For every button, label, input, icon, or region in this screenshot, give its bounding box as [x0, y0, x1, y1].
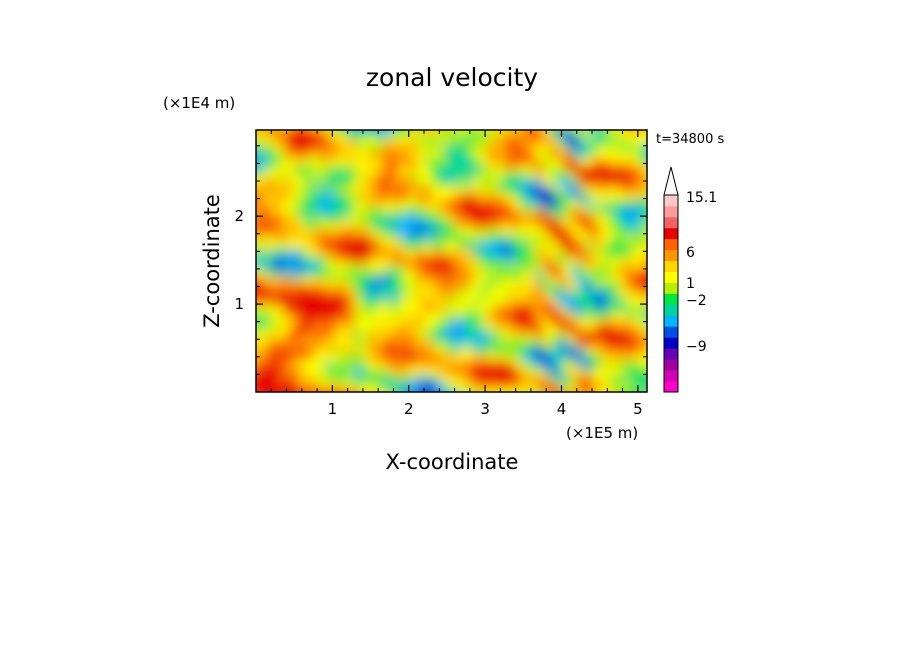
colorbar-label: 1: [686, 276, 695, 292]
colorbar-swatch: [664, 216, 678, 229]
colorbar-swatch: [664, 348, 678, 360]
colorbar-swatch: [664, 359, 678, 371]
colorbar-swatch: [664, 260, 678, 273]
plot-frame: [255, 129, 648, 393]
colorbar-label: 15.1: [686, 190, 717, 206]
x-tick-label: 1: [328, 400, 338, 418]
colorbar-extend-arrow: [663, 166, 679, 196]
x-tick-label: 4: [557, 400, 567, 418]
x-tick-label: 5: [633, 400, 643, 418]
y-axis: 12: [234, 145, 647, 375]
time-label: t=34800 s: [656, 132, 724, 147]
x-axis: 1 2 3 4 5: [270, 130, 643, 418]
y-axis-label: Z-coordinate: [200, 194, 224, 328]
colorbar-swatch: [664, 381, 678, 393]
colorbar-frame: [663, 194, 679, 393]
colorbar-swatch: [664, 293, 678, 305]
colorbar-swatch: [664, 271, 678, 283]
colorbar-label: 6: [686, 245, 695, 261]
colorbar-swatch: [664, 304, 678, 316]
velocity-field: [256, 130, 647, 392]
x-tick-label: 2: [404, 400, 414, 418]
x-scale-label: (×1E5 m): [566, 424, 638, 442]
colorbar-label: −9: [686, 339, 707, 355]
colorbar-swatch: [664, 337, 678, 349]
colorbar-swatch: [664, 195, 678, 207]
colorbar-swatch: [664, 315, 678, 327]
x-tick-label: 3: [480, 400, 490, 418]
colorbar-swatch: [664, 227, 678, 240]
x-axis-label: X-coordinate: [386, 450, 519, 474]
colorbar-swatch: [664, 370, 678, 382]
colorbar: 15.1 6 1−2 −9: [663, 166, 717, 393]
chart-title: zonal velocity: [366, 63, 538, 92]
colorbar-label: −2: [686, 293, 707, 309]
colorbar-swatch: [664, 249, 678, 262]
y-tick-label: 1: [234, 295, 244, 313]
y-scale-label: (×1E4 m): [163, 94, 235, 112]
colorbar-swatch: [664, 205, 678, 218]
y-tick-label: 2: [234, 207, 244, 225]
colorbar-swatch: [664, 282, 678, 294]
colorbar-swatch: [664, 326, 678, 338]
field-texture: [256, 130, 647, 392]
colorbar-swatch: [664, 238, 678, 251]
